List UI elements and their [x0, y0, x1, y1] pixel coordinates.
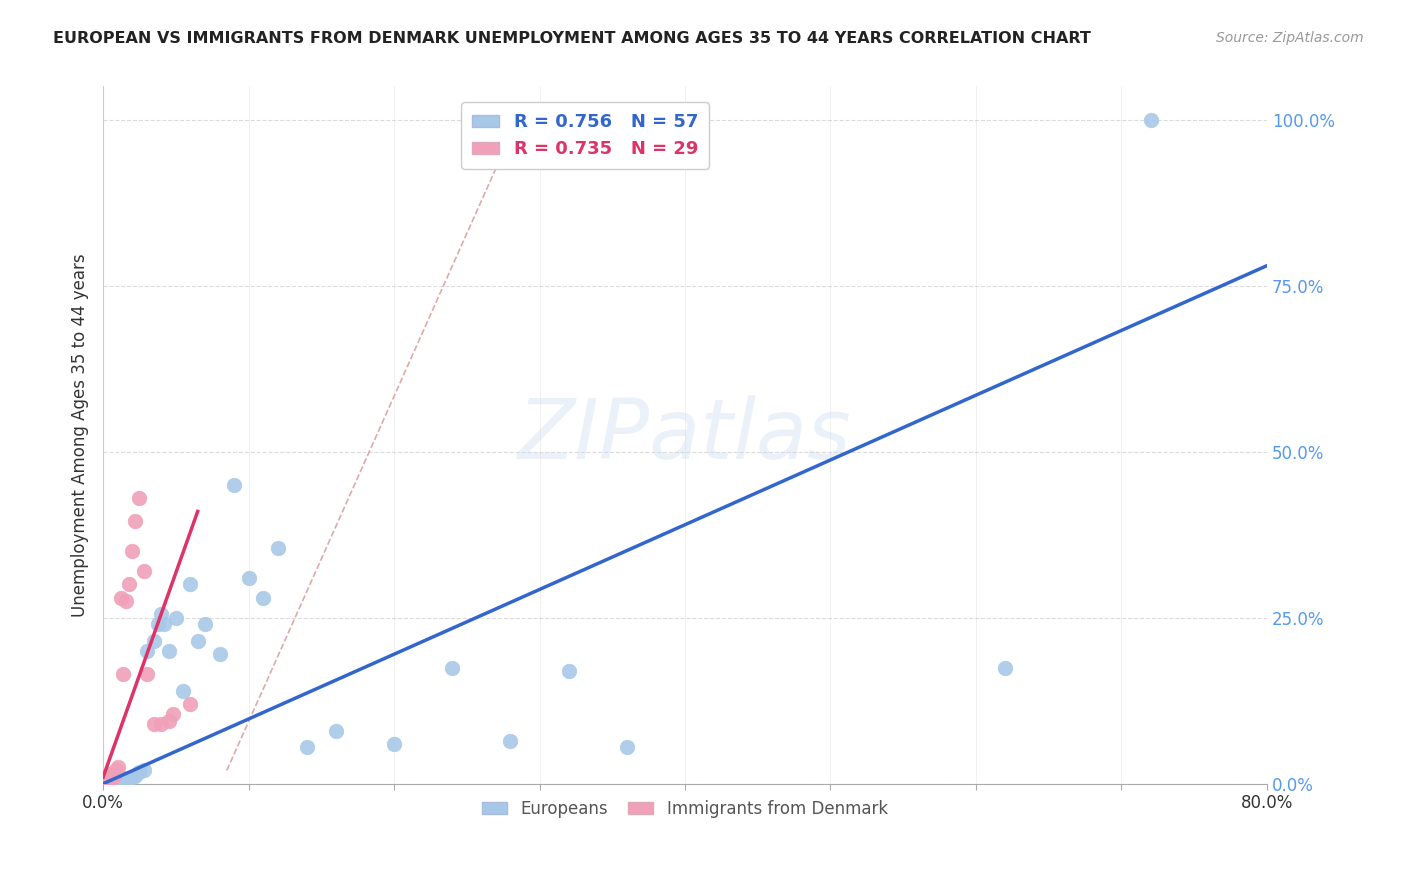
Point: [93, 773, 115, 788]
Point: [128, 491, 150, 505]
Legend: Europeans, Immigrants from Denmark: Europeans, Immigrants from Denmark: [475, 793, 894, 824]
Point: [100, 767, 122, 781]
Point: [295, 740, 318, 755]
Point: [104, 772, 127, 786]
Point: [121, 770, 143, 784]
Point: [118, 577, 141, 591]
Point: [94, 772, 117, 787]
Point: [107, 772, 129, 787]
Text: ZIPatlas: ZIPatlas: [519, 394, 852, 475]
Point: [162, 706, 184, 721]
Point: [96, 774, 118, 789]
Point: [121, 544, 143, 558]
Point: [110, 772, 132, 786]
Point: [194, 617, 217, 632]
Point: [94, 772, 117, 787]
Point: [124, 515, 146, 529]
Y-axis label: Unemployment Among Ages 35 to 44 years: Unemployment Among Ages 35 to 44 years: [72, 253, 89, 617]
Point: [114, 772, 136, 786]
Point: [103, 774, 125, 789]
Point: [103, 770, 125, 784]
Point: [157, 644, 180, 658]
Point: [107, 774, 129, 789]
Point: [132, 764, 155, 778]
Point: [100, 774, 122, 789]
Point: [97, 770, 120, 784]
Point: [97, 773, 120, 788]
Point: [93, 773, 115, 788]
Point: [208, 647, 231, 661]
Point: [153, 617, 176, 632]
Point: [96, 772, 118, 786]
Point: [1139, 112, 1161, 127]
Point: [100, 772, 122, 786]
Point: [238, 571, 260, 585]
Point: [115, 773, 138, 788]
Point: [96, 773, 118, 788]
Point: [616, 740, 638, 755]
Point: [101, 772, 124, 787]
Point: [135, 644, 157, 658]
Point: [499, 733, 522, 747]
Point: [101, 766, 124, 780]
Point: [101, 774, 124, 789]
Point: [105, 764, 128, 778]
Point: [97, 774, 120, 789]
Point: [157, 714, 180, 728]
Point: [111, 772, 134, 787]
Point: [441, 660, 464, 674]
Point: [252, 591, 274, 605]
Point: [112, 667, 135, 681]
Point: [100, 773, 122, 788]
Point: [143, 634, 166, 648]
Point: [179, 577, 201, 591]
Point: [135, 667, 157, 681]
Text: EUROPEAN VS IMMIGRANTS FROM DENMARK UNEMPLOYMENT AMONG AGES 35 TO 44 YEARS CORRE: EUROPEAN VS IMMIGRANTS FROM DENMARK UNEM…: [53, 31, 1091, 46]
Point: [104, 773, 127, 788]
Point: [325, 723, 347, 738]
Point: [108, 772, 131, 787]
Point: [267, 541, 290, 555]
Point: [150, 607, 173, 622]
Point: [187, 634, 209, 648]
Point: [994, 660, 1017, 674]
Point: [110, 591, 132, 605]
Point: [382, 737, 405, 751]
Point: [96, 769, 118, 783]
Point: [97, 772, 120, 787]
Point: [132, 564, 155, 578]
Point: [97, 772, 120, 786]
Point: [118, 772, 141, 786]
Point: [179, 697, 201, 711]
Point: [222, 478, 245, 492]
Point: [104, 766, 127, 780]
Point: [112, 772, 135, 786]
Point: [148, 617, 170, 632]
Point: [172, 683, 194, 698]
Point: [96, 772, 118, 786]
Point: [128, 764, 150, 779]
Point: [165, 610, 187, 624]
Point: [124, 769, 146, 783]
Point: [143, 717, 166, 731]
Point: [101, 772, 124, 786]
Point: [105, 773, 128, 788]
Point: [100, 772, 122, 786]
Point: [115, 594, 138, 608]
Point: [94, 770, 117, 784]
Point: [103, 772, 125, 787]
Text: Source: ZipAtlas.com: Source: ZipAtlas.com: [1216, 31, 1364, 45]
Point: [107, 760, 129, 774]
Point: [150, 717, 173, 731]
Point: [94, 774, 117, 789]
Point: [557, 664, 579, 678]
